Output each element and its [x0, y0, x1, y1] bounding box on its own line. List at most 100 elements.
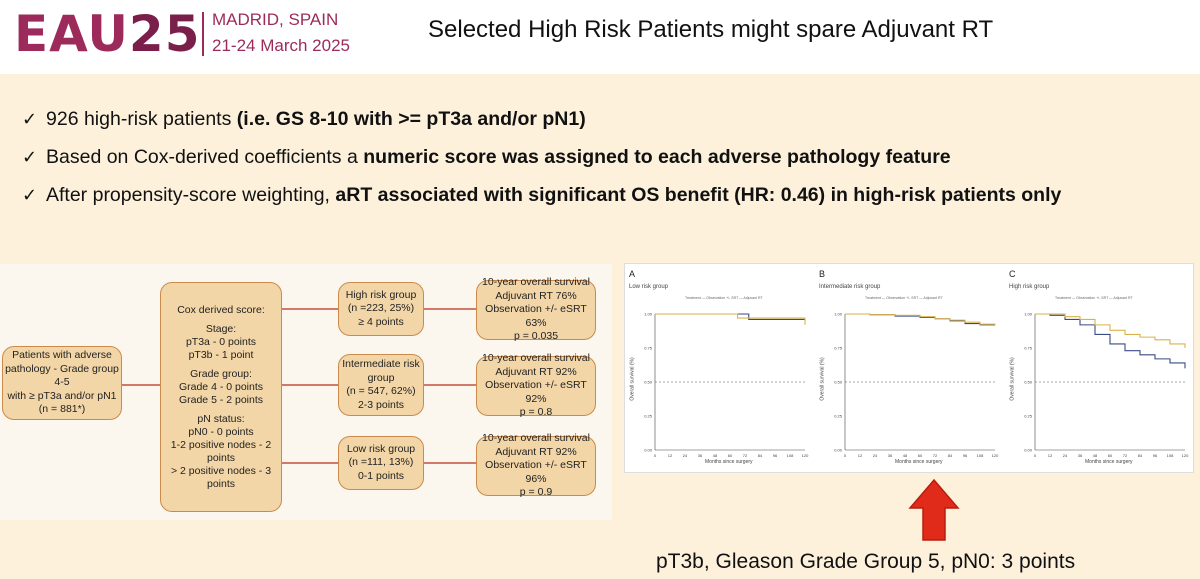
- x-tick-label: 36: [888, 453, 893, 458]
- connector-line: [424, 384, 476, 386]
- y-tick-label: 0.75: [644, 346, 653, 351]
- y-tick-label: 0.00: [834, 448, 843, 453]
- x-tick-label: 84: [758, 453, 763, 458]
- survival-curve-adjuvant: [655, 313, 806, 325]
- x-axis-label: Months since surgery: [1085, 459, 1133, 465]
- panel-label: C: [1009, 269, 1016, 279]
- km-plot-c: 0 12 24 36 48 60 72 84 96 108 120 0.00 0.25 0.50 0.75 1…: [1024, 312, 1189, 459]
- survival-curve-adjuvant: [1035, 313, 1186, 348]
- x-tick-label: 12: [858, 453, 863, 458]
- y-tick-label: 0.25: [834, 414, 843, 419]
- connector-line: [282, 384, 338, 386]
- x-tick-label: 96: [963, 453, 968, 458]
- x-tick-label: 48: [713, 453, 718, 458]
- km-plot-a: 0 12 24 36 48 60 72 84 96 108 120 0.00 0.25 0.50 0.75 1…: [644, 312, 809, 459]
- panel-title: Intermediate risk group: [819, 284, 881, 290]
- high-risk-outcome-box: 10-year overall survival Adjuvant RT 76% O…: [476, 276, 596, 342]
- panel-legend: Treatment — Observation +/- SRT — Adjuva…: [685, 296, 763, 300]
- high-risk-box: High risk group (n =223, 25%) ≥ 4 points: [338, 282, 424, 336]
- x-tick-label: 12: [1048, 453, 1053, 458]
- x-tick-label: 0: [844, 453, 847, 458]
- congress-location: MADRID, SPAIN: [212, 10, 339, 29]
- connector-line: [424, 308, 476, 310]
- x-tick-label: 108: [787, 453, 794, 458]
- low-risk-box: Low risk group (n =111, 13%) 0-1 points: [338, 436, 424, 490]
- risk-flowchart: Patients with adverse pathology - Grade g…: [0, 264, 612, 520]
- y-tick-label: 0.25: [1024, 414, 1033, 419]
- checkmark-icon: ✓: [22, 185, 38, 206]
- header-bar: EAU25 MADRID, SPAIN 21-24 March 2025 Sel…: [0, 0, 1200, 74]
- bullet-item: ✓ 926 high-risk patients (i.e. GS 8-10 w…: [22, 108, 586, 130]
- x-tick-label: 0: [654, 453, 657, 458]
- km-panel-a: A Low risk group Treatment — Observation…: [625, 264, 813, 472]
- x-tick-label: 48: [903, 453, 908, 458]
- x-tick-label: 72: [933, 453, 938, 458]
- logo-divider: [202, 12, 204, 56]
- x-tick-label: 36: [698, 453, 703, 458]
- x-tick-label: 96: [1153, 453, 1158, 458]
- km-panel-b: B Intermediate risk group Treatment — Ob…: [815, 264, 1003, 472]
- bullet-list: ✓ 926 high-risk patients (i.e. GS 8-10 w…: [22, 108, 1192, 222]
- y-tick-label: 1.00: [834, 312, 843, 317]
- y-tick-label: 0.50: [834, 380, 843, 385]
- panel-label: A: [629, 269, 636, 279]
- km-curves-figure: A Low risk group Treatment — Observation…: [624, 263, 1194, 473]
- connector-line: [282, 462, 338, 464]
- x-tick-label: 12: [668, 453, 673, 458]
- x-tick-label: 120: [1182, 453, 1189, 458]
- x-axis-label: Months since surgery: [705, 459, 753, 465]
- x-tick-label: 108: [1167, 453, 1174, 458]
- checkmark-icon: ✓: [22, 109, 38, 130]
- x-tick-label: 120: [802, 453, 809, 458]
- y-tick-label: 0.25: [644, 414, 653, 419]
- x-tick-label: 60: [728, 453, 733, 458]
- y-tick-label: 1.00: [644, 312, 653, 317]
- checkmark-icon: ✓: [22, 147, 38, 168]
- panel-label: B: [819, 269, 826, 279]
- x-tick-label: 120: [992, 453, 999, 458]
- x-tick-label: 72: [1123, 453, 1128, 458]
- x-tick-label: 0: [1034, 453, 1037, 458]
- y-tick-label: 0.00: [1024, 448, 1033, 453]
- cox-score-box: Cox derived score: Stage: pT3a - 0 points…: [160, 282, 282, 512]
- x-tick-label: 84: [1138, 453, 1143, 458]
- connector-line: [282, 308, 338, 310]
- panel-title: Low risk group: [629, 284, 669, 290]
- bullet-item: ✓ After propensity-score weighting, aRT …: [22, 184, 1062, 206]
- caption-text: pT3b, Gleason Grade Group 5, pN0: 3 poin…: [656, 550, 1076, 573]
- up-arrow-icon: [908, 478, 960, 541]
- x-tick-label: 96: [773, 453, 778, 458]
- km-panel-c: C High risk group Treatment — Observatio…: [1005, 264, 1193, 472]
- survival-curve-observation: [1035, 313, 1186, 369]
- x-tick-label: 60: [918, 453, 923, 458]
- x-tick-label: 24: [1063, 453, 1068, 458]
- intermediate-risk-outcome-box: 10-year overall survival Adjuvant RT 92% O…: [476, 352, 596, 418]
- x-tick-label: 24: [873, 453, 878, 458]
- y-tick-label: 0.75: [834, 346, 843, 351]
- congress-dates: 21-24 March 2025: [212, 36, 350, 55]
- panel-title: High risk group: [1009, 284, 1050, 290]
- y-tick-label: 0.00: [644, 448, 653, 453]
- x-tick-label: 72: [743, 453, 748, 458]
- connector-line: [424, 462, 476, 464]
- eau-logo: EAU25: [14, 5, 201, 63]
- y-tick-label: 0.50: [1024, 380, 1033, 385]
- y-tick-label: 1.00: [1024, 312, 1033, 317]
- x-tick-label: 36: [1078, 453, 1083, 458]
- panel-legend: Treatment — Observation +/- SRT — Adjuva…: [1055, 296, 1133, 300]
- x-tick-label: 24: [683, 453, 688, 458]
- intermediate-risk-box: Intermediate risk group (n = 547, 62%) 2-3 …: [338, 354, 424, 416]
- y-tick-label: 0.75: [1024, 346, 1033, 351]
- bullet-item: ✓ Based on Cox-derived coefficients a nu…: [22, 146, 951, 168]
- x-tick-label: 84: [948, 453, 953, 458]
- patients-box: Patients with adverse pathology - Grade g…: [2, 346, 122, 420]
- survival-curve-adjuvant: [845, 313, 996, 325]
- x-axis-label: Months since surgery: [895, 459, 943, 465]
- slide-title: Selected High Risk Patients might spare …: [428, 16, 994, 43]
- y-tick-label: 0.50: [644, 380, 653, 385]
- x-tick-label: 60: [1108, 453, 1113, 458]
- low-risk-outcome-box: 10-year overall survival Adjuvant RT 92% O…: [476, 432, 596, 498]
- km-plot-b: 0 12 24 36 48 60 72 84 96 108 120 0.00 0.25 0.50 0.75 1…: [834, 312, 999, 459]
- connector-line: [122, 384, 160, 386]
- x-tick-label: 48: [1093, 453, 1098, 458]
